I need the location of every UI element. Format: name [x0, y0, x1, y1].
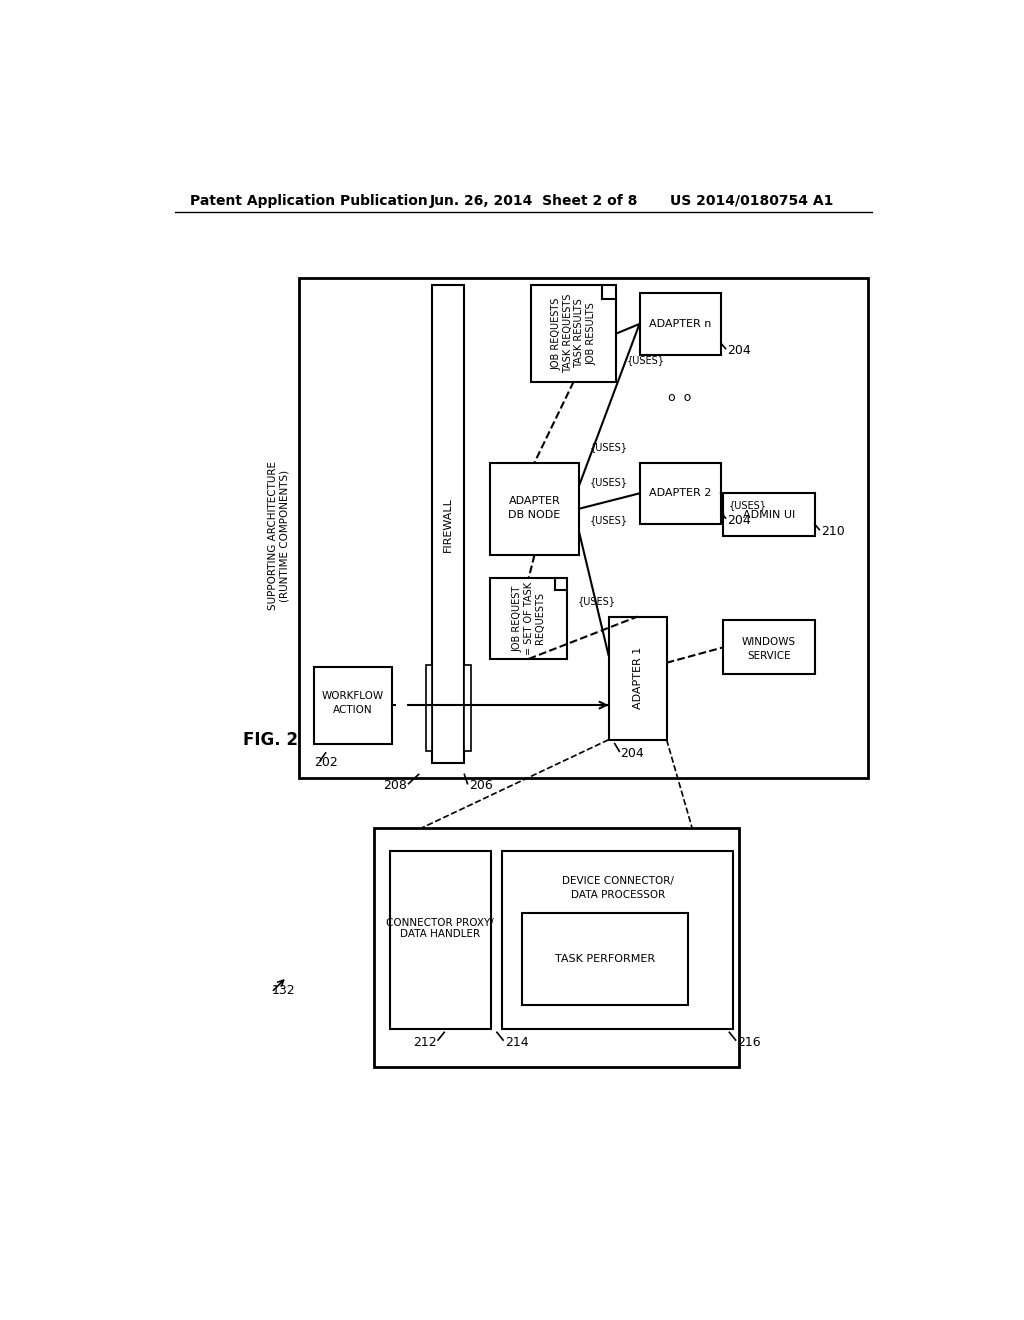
Text: TASK PERFORMER: TASK PERFORMER [555, 954, 655, 964]
Bar [432, 285, 464, 763]
Bar [723, 620, 815, 675]
Text: 202: 202 [314, 756, 338, 770]
Text: WINDOWS: WINDOWS [741, 638, 796, 647]
Text: SUPPORTING ARCHITECTURE
(RUNTIME COMPONENTS): SUPPORTING ARCHITECTURE (RUNTIME COMPONE… [268, 461, 290, 610]
Bar [464, 665, 471, 751]
Text: 216: 216 [737, 1036, 761, 1049]
Text: {USES}: {USES} [590, 515, 628, 525]
Bar [608, 616, 667, 739]
Bar [375, 829, 738, 1067]
Bar [489, 462, 579, 554]
Text: {USES}: {USES} [578, 597, 615, 606]
Text: CONNECTOR PROXY/
DATA HANDLER: CONNECTOR PROXY/ DATA HANDLER [386, 917, 495, 940]
Text: FIREWALL: FIREWALL [443, 496, 453, 552]
Text: JOB REQUEST
= SET OF TASK
REQUESTS: JOB REQUEST = SET OF TASK REQUESTS [512, 582, 545, 655]
Text: DATA PROCESSOR: DATA PROCESSOR [570, 890, 665, 899]
Text: o  o: o o [669, 391, 691, 404]
Text: 132: 132 [271, 983, 295, 997]
Text: Patent Application Publication: Patent Application Publication [190, 194, 428, 207]
Bar [640, 293, 721, 355]
Bar [314, 667, 391, 743]
Bar [521, 913, 688, 1006]
Text: ADMIN UI: ADMIN UI [742, 510, 795, 520]
Text: US 2014/0180754 A1: US 2014/0180754 A1 [671, 194, 834, 207]
Text: 204: 204 [727, 513, 751, 527]
Text: ADAPTER 2: ADAPTER 2 [649, 488, 712, 499]
Text: {USES}: {USES} [590, 442, 628, 453]
Text: ADAPTER n: ADAPTER n [649, 319, 712, 329]
Text: FIG. 2: FIG. 2 [243, 731, 298, 748]
Text: 206: 206 [469, 779, 493, 792]
Text: DEVICE CONNECTOR/: DEVICE CONNECTOR/ [562, 875, 674, 886]
Bar [531, 285, 616, 381]
Text: ADAPTER: ADAPTER [509, 496, 560, 506]
Bar [426, 665, 432, 751]
Bar [640, 462, 721, 524]
Text: ADAPTER 1: ADAPTER 1 [633, 647, 643, 709]
Text: 208: 208 [383, 779, 407, 792]
Text: 214: 214 [505, 1036, 528, 1049]
Text: 210: 210 [821, 525, 845, 539]
Text: {USES}: {USES} [590, 477, 628, 487]
Bar [489, 578, 567, 659]
Text: {USES}: {USES} [729, 500, 767, 510]
Text: DB NODE: DB NODE [508, 510, 560, 520]
Bar [299, 277, 868, 779]
Bar [390, 851, 490, 1028]
Text: 204: 204 [727, 345, 751, 358]
Text: Jun. 26, 2014  Sheet 2 of 8: Jun. 26, 2014 Sheet 2 of 8 [430, 194, 639, 207]
Text: ACTION: ACTION [333, 705, 373, 714]
Bar [723, 494, 815, 536]
Text: {USES}: {USES} [627, 355, 665, 366]
Text: JOB REQUESTS
TASK REQUESTS
TASK RESULTS
JOB RESULTS: JOB REQUESTS TASK REQUESTS TASK RESULTS … [551, 294, 596, 374]
Text: WORKFLOW: WORKFLOW [322, 690, 384, 701]
Text: 204: 204 [621, 747, 644, 760]
Bar [503, 851, 733, 1028]
Text: SERVICE: SERVICE [748, 651, 791, 661]
Text: 212: 212 [413, 1036, 436, 1049]
